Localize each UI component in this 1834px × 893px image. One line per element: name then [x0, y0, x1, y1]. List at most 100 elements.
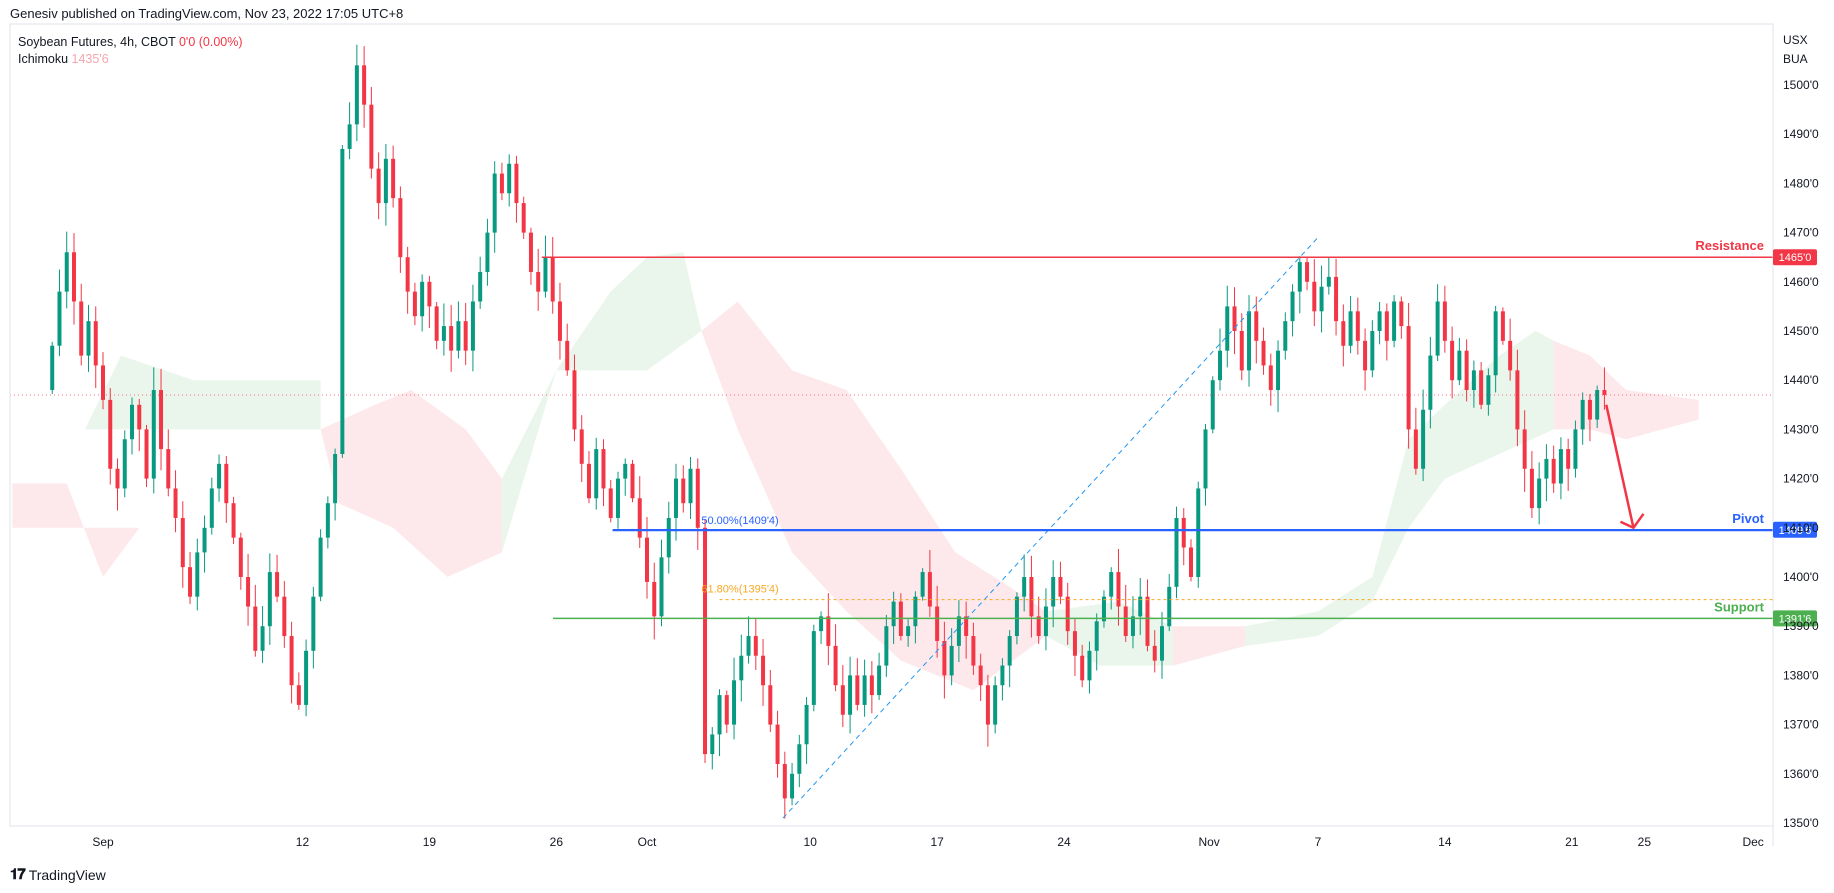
candle-body: [1094, 621, 1099, 651]
footer-brand[interactable]: 𝟏𝟕 TradingView: [10, 866, 106, 883]
axes: 1465'0 1409'6 1391'6 USX BUA 1500'0 1490'0 1480…: [9, 23, 1819, 849]
candle-body: [1602, 390, 1607, 395]
price-tag-resistance: [1773, 249, 1817, 266]
candle-body: [1051, 577, 1056, 607]
candle-body: [732, 680, 737, 725]
candle-body: [949, 645, 954, 676]
symbol-legend-row[interactable]: Soybean Futures, 4h, CBOT 0'0 (0.00%): [18, 34, 243, 51]
candle-body: [920, 572, 925, 597]
candle-body: [753, 636, 758, 656]
candle-body: [1421, 409, 1426, 469]
candle-body: [137, 404, 142, 430]
candle-body: [993, 685, 998, 725]
publish-header: Genesiv published on TradingView.com, No…: [10, 6, 403, 21]
indicator-legend-row[interactable]: Ichimoku 1435'6: [18, 51, 243, 68]
brand-name: TradingView: [28, 866, 106, 883]
candle-body: [333, 454, 338, 504]
x-tick-label: 26: [550, 835, 564, 849]
candle-body: [434, 306, 439, 341]
candle-body: [1276, 350, 1281, 391]
candle-body: [1058, 577, 1063, 597]
candle-body: [470, 301, 475, 351]
candle-body: [159, 390, 164, 450]
candle-body: [630, 463, 635, 499]
cloud-red-2: [320, 390, 502, 577]
candle-body: [304, 650, 309, 705]
candle-body: [695, 468, 700, 528]
candle-body: [840, 685, 845, 715]
candle-body: [144, 429, 149, 479]
candle-body: [209, 488, 214, 528]
candle-body: [1558, 449, 1563, 484]
candle-body: [768, 685, 773, 725]
candle-body: [485, 232, 490, 272]
candle-body: [1022, 577, 1027, 597]
candle-body: [166, 449, 171, 489]
candle-body: [797, 744, 802, 774]
candle-body: [1290, 291, 1295, 322]
candle-body: [1442, 301, 1447, 341]
price-change: 0'0 (0.00%): [178, 35, 243, 49]
candle-body: [188, 567, 193, 597]
price-unit: BUA: [1783, 52, 1808, 66]
candle-body: [1029, 577, 1034, 617]
candle-body: [579, 429, 584, 464]
drawings[interactable]: 50.00%(1409'4) 61.80%(1395'4) Resistance Pi…: [10, 237, 1773, 819]
candle-body: [1080, 655, 1085, 681]
candle-body: [289, 636, 294, 686]
candle-body: [1493, 311, 1498, 376]
chart-legend: Soybean Futures, 4h, CBOT 0'0 (0.00%) Ic…: [18, 34, 243, 68]
candle-body: [688, 468, 693, 504]
candle-body: [369, 104, 374, 169]
candle-body: [1544, 458, 1549, 479]
candle-body: [1319, 286, 1324, 312]
candle-body: [383, 158, 388, 204]
y-tick-label: 1380'0: [1783, 668, 1819, 682]
candle-body: [717, 695, 722, 735]
candle-body: [1566, 449, 1571, 469]
candle-body: [318, 537, 323, 597]
candle-body: [862, 675, 867, 705]
candle-body: [1457, 350, 1462, 381]
candle-body: [71, 252, 76, 302]
candle-body: [195, 552, 200, 597]
candle-body: [1587, 399, 1592, 420]
author-name[interactable]: Genesiv: [10, 6, 58, 21]
candle-body: [115, 468, 120, 489]
candle-body: [449, 326, 454, 351]
candle-body: [347, 124, 352, 149]
candle-body: [594, 449, 599, 499]
y-tick-label: 1500'0: [1783, 78, 1819, 92]
candle-body: [1580, 399, 1585, 430]
candle-body: [906, 626, 911, 637]
candle-body: [260, 626, 265, 651]
x-tick-label: 21: [1565, 835, 1579, 849]
level-label-support: Support: [1714, 599, 1764, 614]
candle-body: [1413, 429, 1418, 469]
candle-body: [1348, 311, 1353, 346]
level-label-resistance: Resistance: [1695, 238, 1764, 253]
y-tick-label: 1420'0: [1783, 472, 1819, 486]
candle-body: [1247, 311, 1252, 371]
x-tick-label: 12: [296, 835, 310, 849]
candle-body: [224, 463, 229, 504]
x-tick-label: Sep: [92, 835, 114, 849]
y-tick-label: 1350'0: [1783, 816, 1819, 830]
candle-body: [1196, 488, 1201, 577]
candle-body: [427, 281, 432, 307]
candle-body: [1036, 616, 1041, 637]
candle-body: [615, 478, 620, 518]
candle-body: [1218, 350, 1223, 381]
candle-body: [1551, 458, 1556, 484]
y-tick-label: 1370'0: [1783, 718, 1819, 732]
candle-body: [478, 271, 483, 302]
candle-body: [710, 734, 715, 755]
candle-body: [1043, 606, 1048, 637]
price-tag-pivot: [1773, 521, 1817, 538]
candle-body: [775, 724, 780, 764]
candle-body: [645, 537, 649, 582]
candle-body: [739, 655, 744, 681]
candle-body: [217, 463, 222, 489]
candle-body: [1203, 429, 1208, 489]
